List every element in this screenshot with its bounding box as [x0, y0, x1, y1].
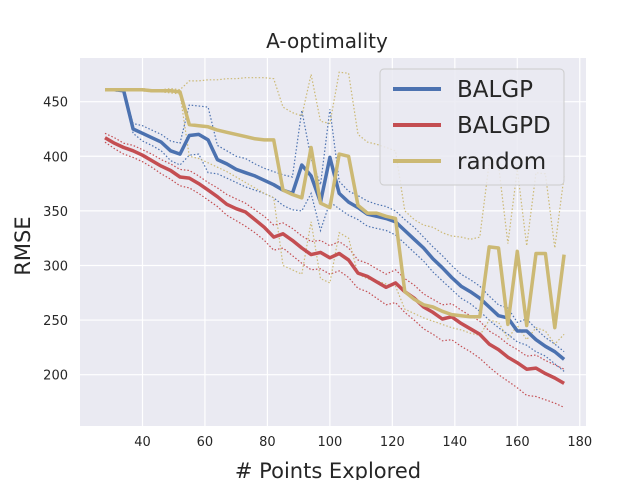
x-tick-label: 140 [442, 435, 467, 450]
x-axis-ticks: 40 60 80 100 120 140 160 180 [134, 435, 592, 450]
x-tick-label: 40 [134, 435, 151, 450]
random-lower-bound-line [105, 90, 565, 346]
y-axis-label: RMSE [11, 216, 35, 275]
x-tick-label: 160 [505, 435, 530, 450]
chart-title: A-optimality [266, 29, 388, 53]
legend-label-balgpd: BALGPD [457, 113, 551, 139]
balgpd-series-line [104, 136, 565, 385]
series-layer [104, 71, 566, 408]
legend-label-random: random [457, 149, 546, 175]
x-tick-label: 60 [197, 435, 214, 450]
y-axis-ticks: 200 250 300 350 400 450 [43, 96, 68, 384]
balgp-lower-bound-line [105, 90, 565, 372]
x-tick-label: 100 [317, 435, 342, 450]
x-tick-label: 80 [259, 435, 276, 450]
y-tick-label: 300 [43, 259, 68, 274]
x-tick-label: 120 [380, 435, 405, 450]
y-tick-label: 350 [43, 205, 68, 220]
balgpd-upper-bound-line [104, 132, 565, 370]
x-axis-label: # Points Explored [235, 459, 421, 480]
y-tick-label: 250 [43, 314, 68, 329]
legend: BALGP BALGPD random [379, 68, 565, 186]
y-tick-label: 450 [43, 96, 68, 111]
legend-label-balgp: BALGP [457, 77, 533, 103]
y-tick-label: 400 [43, 150, 68, 165]
y-tick-label: 200 [43, 369, 68, 384]
balgp-upper-bound-line [105, 87, 565, 353]
balgpd-lower-bound-line [104, 141, 565, 408]
x-tick-label: 180 [567, 435, 592, 450]
legend-frame [379, 68, 565, 186]
random-series-line [105, 87, 566, 330]
